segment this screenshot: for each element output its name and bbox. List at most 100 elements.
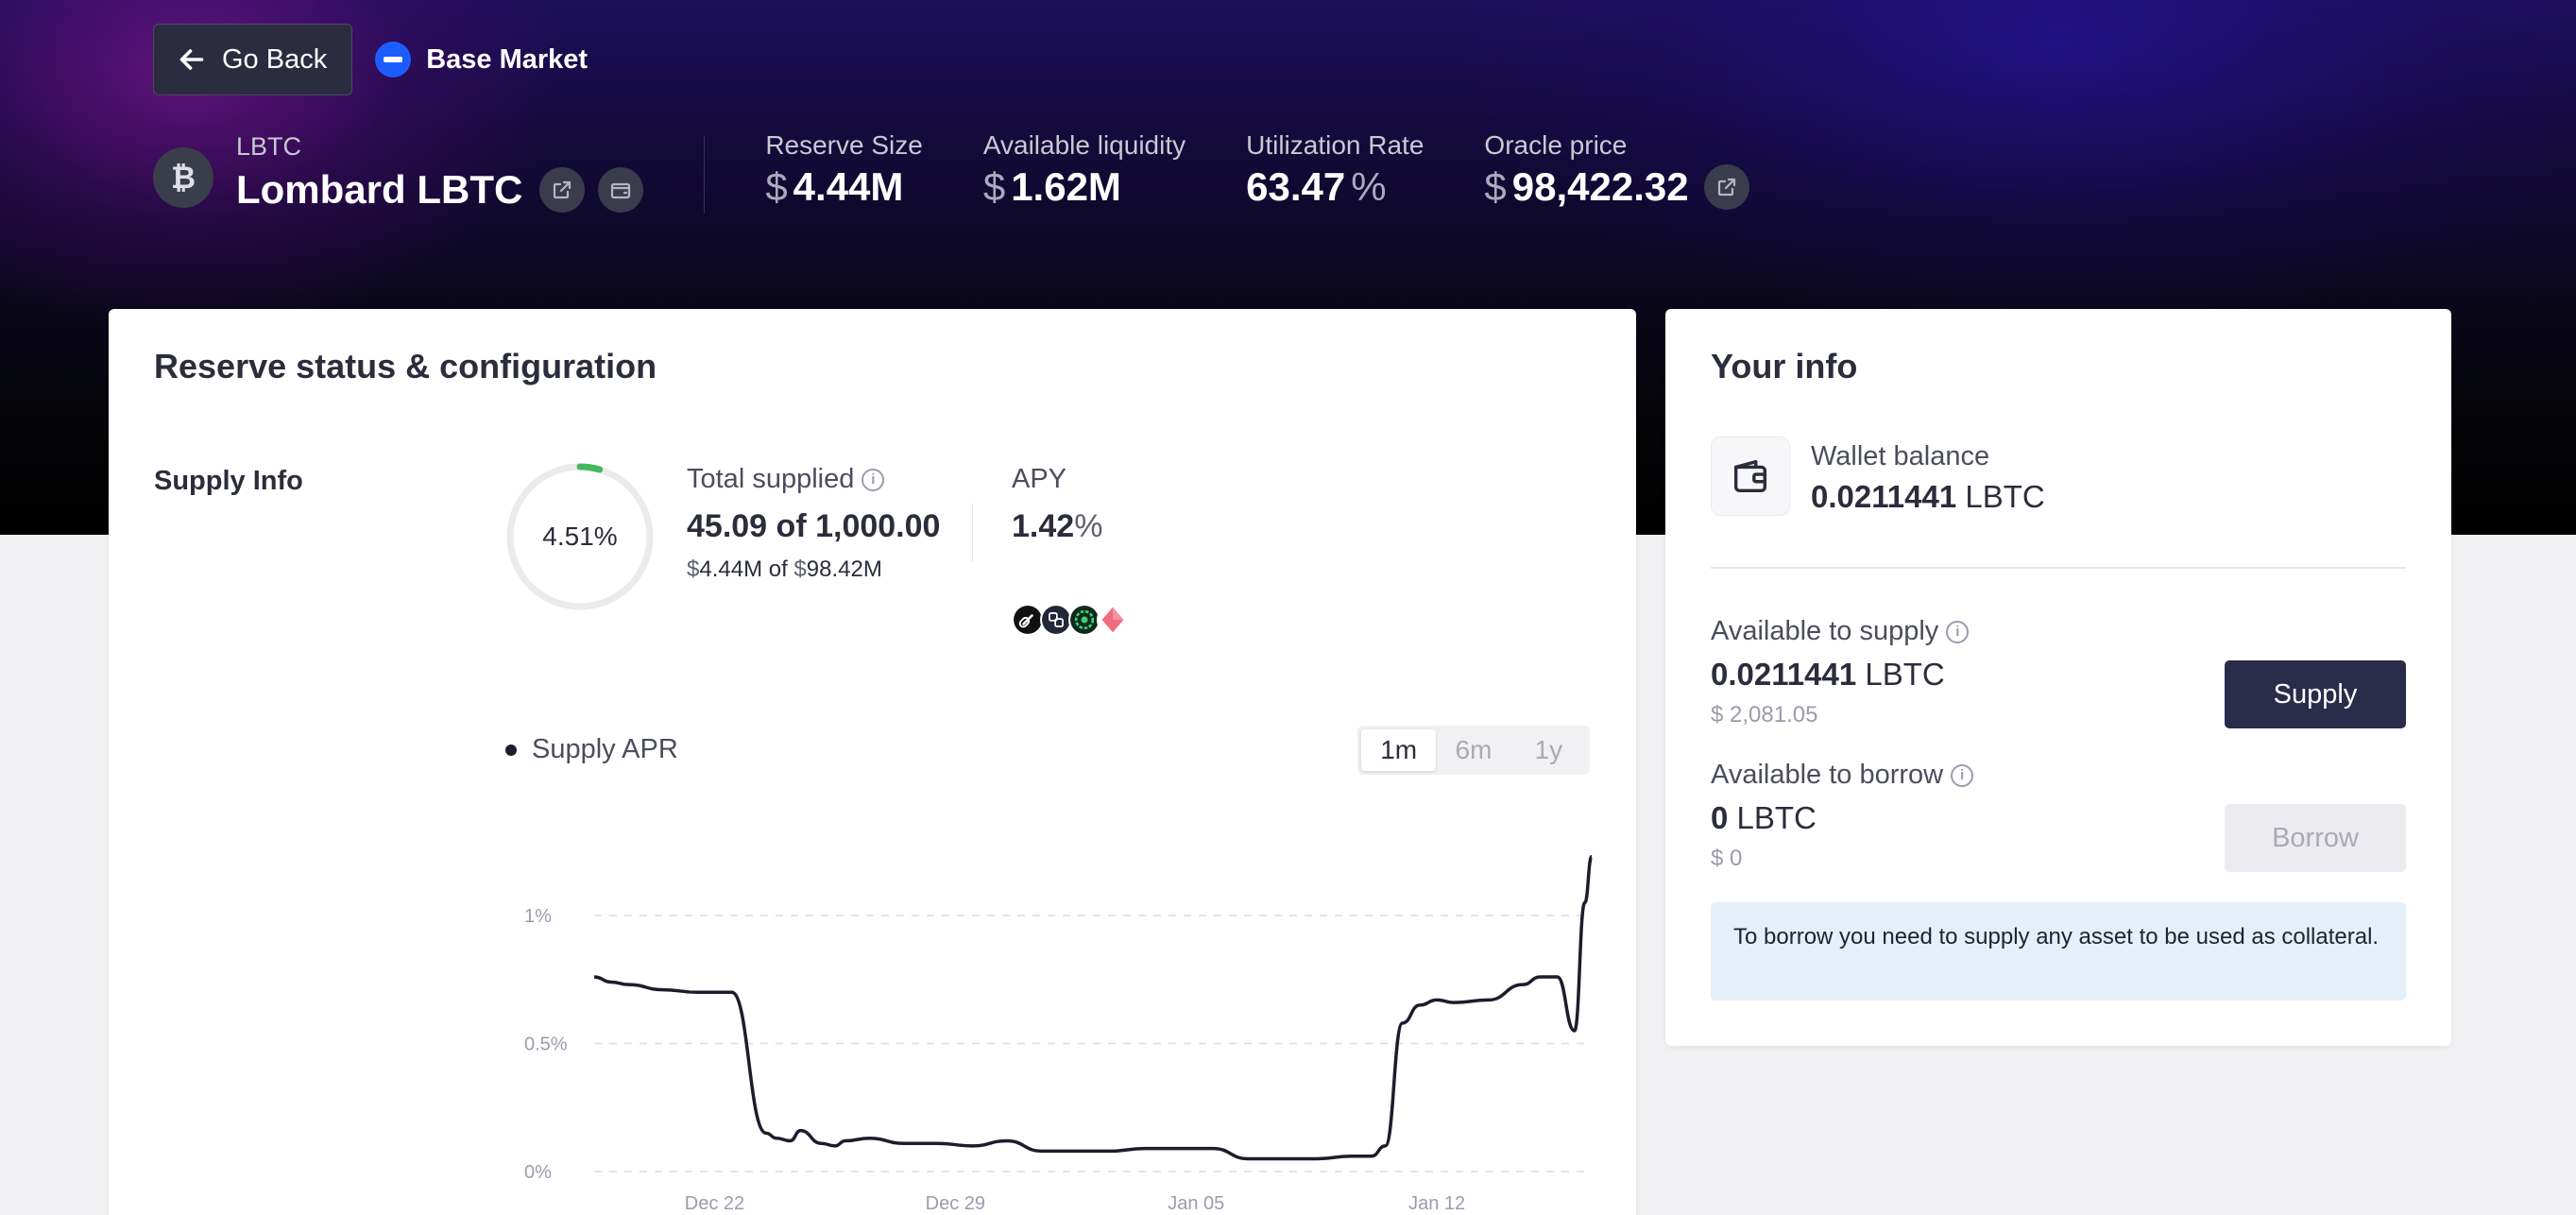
x-tick-label: Dec 29 bbox=[926, 1193, 985, 1214]
chart-legend: Supply APR bbox=[505, 734, 678, 765]
reserve-size-stat: Reserve Size $4.44M bbox=[765, 130, 923, 210]
supply-button[interactable]: Supply bbox=[2225, 660, 2406, 728]
add-to-wallet-button[interactable] bbox=[598, 167, 644, 213]
utilization-rate-stat: Utilization Rate 63.47% bbox=[1246, 130, 1424, 210]
time-range-toggle: 1m 6m 1y bbox=[1357, 726, 1590, 775]
borrow-amount: 0 bbox=[1711, 800, 1729, 835]
lombard-icon bbox=[1040, 604, 1072, 636]
utilization-rate-label: Utilization Rate bbox=[1246, 130, 1424, 160]
top-nav: Go Back Base Market bbox=[153, 24, 588, 95]
y-tick-label: 0% bbox=[524, 1162, 552, 1183]
available-to-borrow-value: 0 LBTC bbox=[1711, 800, 1817, 836]
of-text: of bbox=[776, 508, 807, 544]
legend-label: Supply APR bbox=[532, 734, 678, 764]
apy-value: 1.42 bbox=[1012, 508, 1075, 544]
utilization-rate-value: 63.47 bbox=[1246, 164, 1346, 209]
reserve-status-card: Reserve status & configuration Supply In… bbox=[109, 309, 1636, 1215]
available-to-supply-text: Available to supply bbox=[1711, 616, 1939, 646]
asset-name: Lombard LBTC bbox=[236, 167, 523, 212]
card-title: Your info bbox=[1711, 347, 1858, 385]
wallet-symbol: LBTC bbox=[1965, 479, 2045, 514]
y-tick-label: 1% bbox=[524, 906, 552, 927]
wallet-icon-box bbox=[1711, 436, 1790, 516]
donut-percent: 4.51% bbox=[542, 522, 618, 551]
available-to-borrow-text: Available to borrow bbox=[1711, 760, 1944, 790]
external-link-button[interactable] bbox=[539, 167, 586, 213]
asset-header: ₿ LBTC Lombard LBTC Reserve Size $4.44M … bbox=[153, 130, 1810, 214]
arrow-left-icon bbox=[179, 49, 204, 70]
your-info-card: Your info Wallet balance 0.0211441 LBTC … bbox=[1665, 309, 2451, 1046]
supply-cap-amount: 1,000.00 bbox=[815, 508, 941, 544]
available-liquidity-stat: Available liquidity $1.62M bbox=[983, 130, 1186, 210]
green-token-icon bbox=[1068, 604, 1100, 636]
bitcoin-icon: ₿ bbox=[153, 147, 213, 208]
y-tick-label: 0.5% bbox=[524, 1035, 568, 1055]
supply-apr-chart: 0% 0.5% 1% Dec 22 Dec 29 Jan 05 Jan 12 bbox=[524, 854, 1594, 1214]
info-icon[interactable]: i bbox=[862, 468, 885, 491]
wallet-icon bbox=[611, 182, 631, 199]
apy-label: APY bbox=[1012, 464, 1067, 494]
available-to-supply-label: Available to supply i bbox=[1711, 616, 1970, 647]
incentives-icons[interactable] bbox=[1012, 604, 1129, 636]
svg-text:₿: ₿ bbox=[171, 160, 196, 196]
currency-symbol: $ bbox=[765, 164, 788, 209]
asset-symbol: LBTC bbox=[236, 132, 302, 161]
borrow-button[interactable]: Borrow bbox=[2225, 804, 2406, 872]
base-market-icon bbox=[375, 42, 412, 77]
currency-symbol: $ bbox=[793, 556, 807, 582]
available-to-supply-usd: $ 2,081.05 bbox=[1711, 702, 1818, 727]
range-6m-button[interactable]: 6m bbox=[1455, 735, 1493, 764]
wallet-balance: 0.0211441 LBTC bbox=[1811, 479, 2045, 515]
supply-symbol: LBTC bbox=[1865, 657, 1945, 692]
available-liquidity-value: 1.62M bbox=[1011, 164, 1121, 209]
of-text: of bbox=[768, 556, 788, 582]
apy: APY 1.42% bbox=[1012, 464, 1102, 545]
wallet-amount: 0.0211441 bbox=[1811, 479, 1957, 514]
available-liquidity-label: Available liquidity bbox=[982, 130, 1186, 160]
currency-symbol: $ bbox=[982, 164, 1006, 209]
supply-cap-donut bbox=[506, 463, 654, 610]
x-tick-label: Jan 12 bbox=[1408, 1193, 1465, 1214]
available-to-borrow-usd: $ 0 bbox=[1711, 846, 1743, 871]
oracle-link-button[interactable] bbox=[1703, 164, 1749, 210]
oracle-price-value: 98,422.32 bbox=[1511, 164, 1689, 209]
market-name: Base Market bbox=[426, 43, 589, 75]
asset-title: LBTC Lombard LBTC bbox=[236, 130, 644, 213]
wallet-icon bbox=[1733, 459, 1767, 493]
range-1m-button[interactable]: 1m bbox=[1361, 729, 1437, 771]
range-1y-button[interactable]: 1y bbox=[1534, 735, 1563, 764]
total-supplied-amount: 45.09 bbox=[687, 508, 768, 544]
card-title: Reserve status & configuration bbox=[154, 347, 657, 385]
percent-unit: % bbox=[1074, 508, 1103, 544]
cap-usd: 98.42M bbox=[806, 556, 882, 582]
x-tick-label: Jan 05 bbox=[1168, 1193, 1224, 1214]
oracle-price-label: Oracle price bbox=[1484, 130, 1628, 160]
percent-unit: % bbox=[1351, 164, 1387, 209]
go-back-label: Go Back bbox=[222, 43, 328, 75]
divider bbox=[1711, 567, 2406, 569]
currency-symbol: $ bbox=[687, 556, 700, 582]
external-link-icon bbox=[1717, 178, 1735, 197]
header-divider bbox=[704, 136, 706, 214]
legend-dot bbox=[505, 744, 517, 756]
oracle-price-stat: Oracle price $98,422.32 bbox=[1484, 130, 1749, 210]
diamond-token-icon bbox=[1097, 604, 1129, 636]
x-tick-label: Dec 22 bbox=[685, 1193, 744, 1214]
wallet-balance-label: Wallet balance bbox=[1811, 441, 1990, 471]
supplied-usd: 4.44M bbox=[699, 556, 763, 582]
go-back-button[interactable]: Go Back bbox=[153, 24, 353, 95]
divider bbox=[972, 504, 973, 562]
chain-link-icon bbox=[1012, 604, 1044, 636]
available-to-supply-value: 0.0211441 LBTC bbox=[1711, 657, 1945, 693]
supply-amount: 0.0211441 bbox=[1711, 657, 1857, 692]
info-icon[interactable]: i bbox=[1946, 620, 1970, 643]
info-icon[interactable]: i bbox=[1951, 763, 1974, 787]
total-supplied-label: Total supplied bbox=[687, 464, 855, 494]
donut-progress-arc bbox=[506, 463, 654, 610]
total-supplied: Total supplied i 45.09 of 1,000.00 $4.44M… bbox=[687, 464, 940, 583]
supply-info-label: Supply Info bbox=[154, 466, 303, 496]
market-selector[interactable]: Base Market bbox=[375, 42, 588, 77]
currency-symbol: $ bbox=[1484, 164, 1507, 209]
available-to-borrow-label: Available to borrow i bbox=[1711, 760, 1974, 791]
borrow-symbol: LBTC bbox=[1736, 800, 1817, 835]
